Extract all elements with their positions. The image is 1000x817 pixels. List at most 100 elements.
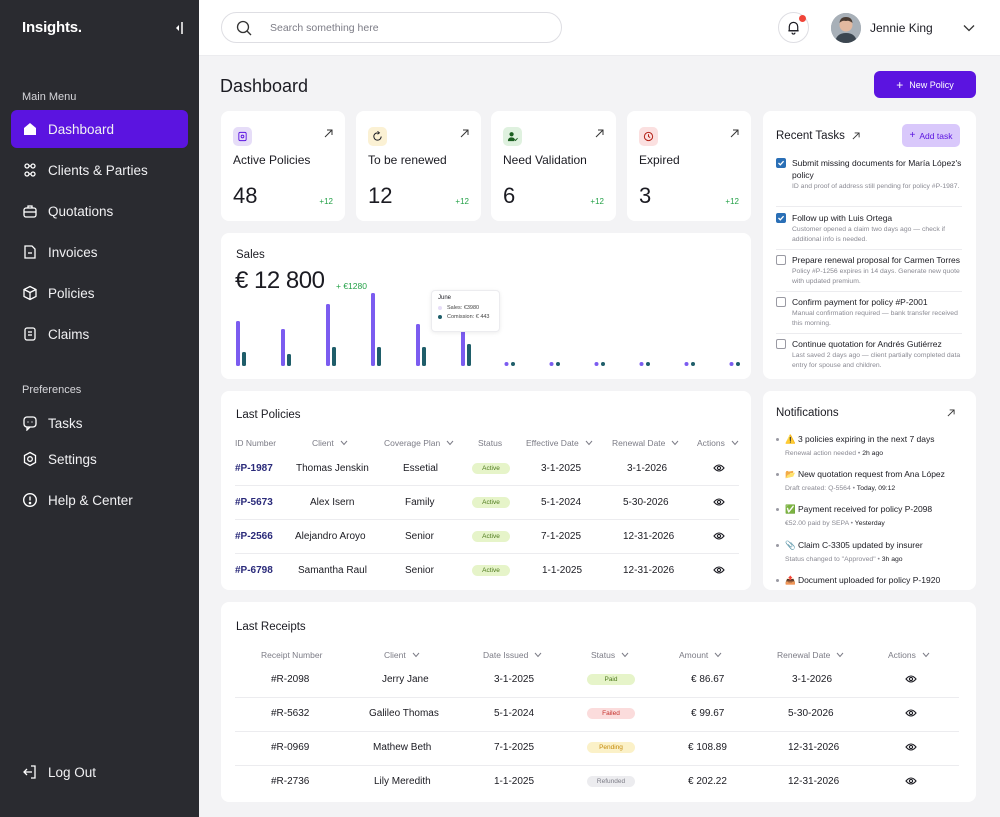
search-input[interactable]: [270, 21, 530, 34]
arrow-up-right-icon[interactable]: [947, 409, 955, 417]
add-task-button[interactable]: + Add task: [902, 124, 960, 147]
status-badge: Refunded: [587, 776, 635, 787]
sidebar-item-settings[interactable]: Settings: [11, 440, 188, 478]
eye-icon[interactable]: [905, 674, 917, 684]
policy-id[interactable]: #P-5673: [235, 497, 273, 508]
chart-bar-commission[interactable]: [287, 354, 291, 366]
chart-point-commission[interactable]: [556, 362, 560, 366]
eye-icon[interactable]: [713, 497, 725, 507]
sidebar-item-help[interactable]: Help & Center: [11, 481, 188, 519]
recent-tasks-card: Recent Tasks + Add task Submit missing d…: [763, 111, 976, 379]
task-checkbox[interactable]: [776, 255, 786, 265]
chart-bar-sales[interactable]: [461, 331, 465, 366]
receipt-id[interactable]: #R-2098: [271, 674, 310, 685]
column-header[interactable]: Coverage Plan: [384, 438, 454, 448]
chart-bar-sales[interactable]: [416, 324, 420, 366]
column-header[interactable]: Actions: [697, 438, 739, 448]
eye-icon[interactable]: [713, 565, 725, 575]
policy-id[interactable]: #P-2566: [235, 531, 273, 542]
chart-bar-commission[interactable]: [422, 347, 426, 366]
column-header[interactable]: Effective Date: [526, 438, 593, 448]
column-header[interactable]: Amount: [679, 650, 722, 660]
chart-point-sales[interactable]: [684, 362, 689, 366]
chevron-down-icon: [731, 440, 739, 446]
stat-card-need-validation[interactable]: Need Validation 6 +12: [491, 111, 616, 221]
task-checkbox[interactable]: [776, 297, 786, 307]
policy-id[interactable]: #P-6798: [235, 565, 273, 576]
chart-point-commission[interactable]: [736, 362, 740, 366]
column-header[interactable]: Client: [312, 438, 348, 448]
receipt-renewal-date: 12-31-2026: [788, 776, 840, 787]
sidebar-item-quotations[interactable]: Quotations: [11, 192, 188, 230]
notifications-card: Notifications ⚠️ 3 policies expiring in …: [763, 391, 976, 590]
task-checkbox[interactable]: [776, 158, 786, 168]
logout-button[interactable]: Log Out: [22, 764, 96, 780]
eye-icon[interactable]: [905, 742, 917, 752]
chart-point-sales[interactable]: [594, 362, 599, 366]
chevron-down-icon: [446, 440, 454, 446]
column-header[interactable]: ID Number: [235, 438, 276, 448]
chart-point-sales[interactable]: [729, 362, 734, 366]
column-header[interactable]: Date Issued: [483, 650, 542, 660]
column-header[interactable]: Status: [591, 650, 629, 660]
arrow-up-right-icon[interactable]: [460, 129, 469, 138]
eye-icon[interactable]: [713, 531, 725, 541]
receipt-id[interactable]: #R-0969: [271, 742, 310, 753]
chart-point-sales[interactable]: [504, 362, 509, 366]
column-header[interactable]: Client: [384, 650, 420, 660]
column-header[interactable]: Receipt Number: [261, 650, 322, 660]
chart-point-commission[interactable]: [691, 362, 695, 366]
chart-bar-commission[interactable]: [242, 352, 246, 366]
chart-bar-commission[interactable]: [467, 344, 471, 366]
column-header[interactable]: Status: [478, 438, 502, 448]
collapse-sidebar-icon[interactable]: [171, 20, 185, 36]
bullet: [776, 438, 779, 441]
chart-point-sales[interactable]: [549, 362, 554, 366]
eye-icon[interactable]: [905, 708, 917, 718]
eye-icon[interactable]: [713, 463, 725, 473]
task-divider: [776, 291, 962, 292]
receipt-id[interactable]: #R-2736: [271, 776, 310, 787]
sidebar-item-policies[interactable]: Policies: [11, 274, 188, 312]
chart-bar-sales[interactable]: [236, 321, 240, 366]
sidebar-item-clients[interactable]: Clients & Parties: [11, 151, 188, 189]
sidebar-item-claims[interactable]: Claims: [11, 315, 188, 353]
arrow-up-right-icon[interactable]: [324, 129, 333, 138]
arrow-up-right-icon[interactable]: [595, 129, 604, 138]
receipt-client: Jerry Jane: [382, 674, 429, 685]
task-checkbox[interactable]: [776, 213, 786, 223]
new-policy-button[interactable]: + New Policy: [874, 71, 976, 98]
column-header[interactable]: Actions: [888, 650, 930, 660]
chart-bar-sales[interactable]: [371, 293, 375, 366]
eye-icon[interactable]: [905, 776, 917, 786]
task-checkbox[interactable]: [776, 339, 786, 349]
stat-value: 6: [503, 183, 516, 208]
receipt-id[interactable]: #R-5632: [271, 708, 310, 719]
column-header[interactable]: Renewal Date: [612, 438, 679, 448]
task-divider: [776, 206, 962, 207]
sidebar-item-dashboard[interactable]: Dashboard: [11, 110, 188, 148]
clipboard-icon: [24, 327, 36, 341]
stat-delta: +12: [455, 197, 469, 206]
chevron-down-icon[interactable]: [963, 24, 975, 32]
chart-point-commission[interactable]: [511, 362, 515, 366]
arrow-up-right-icon[interactable]: [730, 129, 739, 138]
chart-point-commission[interactable]: [601, 362, 605, 366]
stat-card-to-be-renewed[interactable]: To be renewed 12 +12: [356, 111, 481, 221]
chart-bar-sales[interactable]: [326, 304, 330, 366]
avatar[interactable]: [831, 13, 861, 43]
chart-bar-commission[interactable]: [332, 347, 336, 366]
chart-bar-commission[interactable]: [377, 347, 381, 366]
notifications-button[interactable]: [778, 12, 809, 43]
column-header[interactable]: Renewal Date: [777, 650, 844, 660]
sidebar-item-tasks[interactable]: Tasks: [11, 404, 188, 442]
sidebar-item-invoices[interactable]: Invoices: [11, 233, 188, 271]
chart-point-sales[interactable]: [639, 362, 644, 366]
stat-card-active-policies[interactable]: Active Policies 48 +12: [221, 111, 345, 221]
search-bar[interactable]: [221, 12, 562, 43]
arrow-up-right-icon[interactable]: [852, 132, 860, 140]
stat-card-expired[interactable]: Expired 3 +12: [627, 111, 751, 221]
chart-point-commission[interactable]: [646, 362, 650, 366]
chart-bar-sales[interactable]: [281, 329, 285, 366]
policy-id[interactable]: #P-1987: [235, 463, 273, 474]
